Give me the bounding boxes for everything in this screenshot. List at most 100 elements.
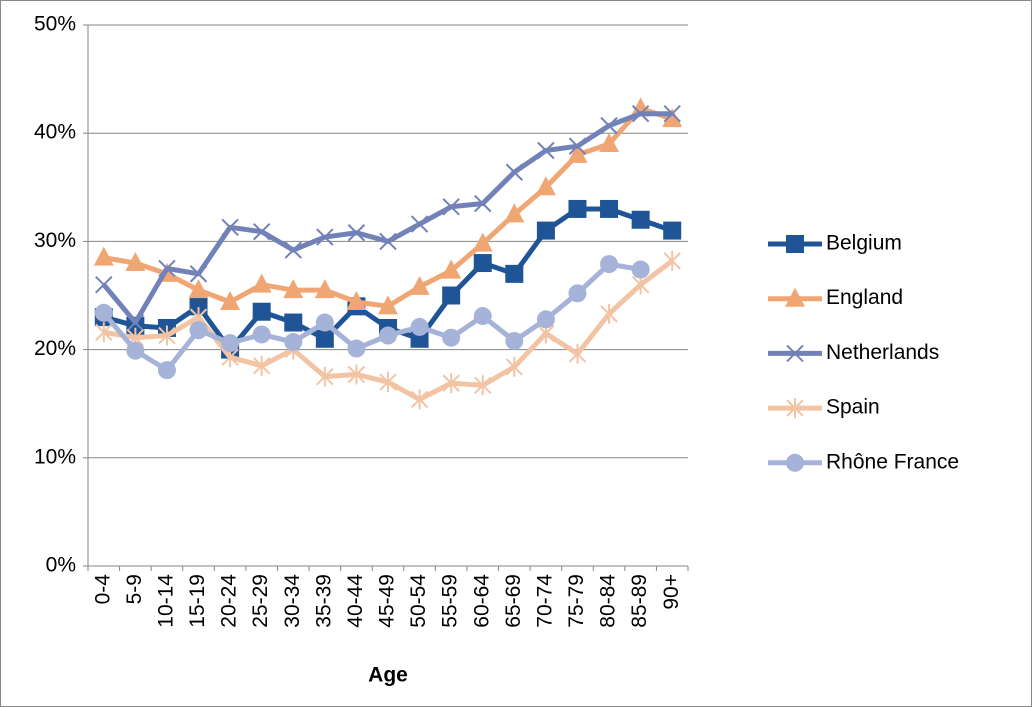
marker (126, 316, 145, 335)
legend-marker (785, 287, 805, 307)
marker (473, 307, 492, 326)
marker (505, 356, 524, 377)
x-axis-title: Age (368, 664, 408, 687)
marker (252, 355, 271, 376)
marker (663, 221, 682, 240)
legend-label: Belgium (826, 232, 902, 255)
marker (221, 218, 239, 237)
x-tick-label: 85-89 (628, 574, 651, 628)
marker (442, 198, 460, 216)
marker (189, 321, 208, 340)
marker (188, 279, 209, 299)
legend-label: England (826, 286, 903, 309)
marker (284, 313, 303, 332)
marker (600, 255, 619, 274)
marker (599, 133, 620, 153)
marker (409, 275, 430, 295)
marker (379, 326, 397, 345)
marker (126, 341, 145, 360)
x-tick-label: 15-19 (186, 574, 209, 628)
x-tick-label: 50-54 (407, 574, 430, 628)
marker (221, 334, 240, 353)
marker (347, 364, 366, 385)
x-tick-label: 45-49 (376, 574, 399, 628)
marker (220, 290, 241, 310)
marker (316, 366, 334, 387)
marker (600, 199, 619, 218)
marker (663, 250, 681, 271)
marker (410, 389, 429, 410)
marker (568, 199, 587, 218)
x-tick-label: 10-14 (154, 574, 177, 628)
legend-marker (786, 453, 804, 472)
legend-marker (786, 344, 804, 363)
marker (568, 284, 587, 303)
x-tick-label: 0-4 (91, 574, 114, 605)
marker (93, 246, 114, 266)
marker (536, 221, 555, 240)
marker (441, 259, 462, 279)
x-tick-label: 65-69 (502, 574, 525, 628)
marker (631, 105, 650, 123)
marker (379, 232, 397, 251)
marker (158, 325, 176, 346)
marker (315, 329, 334, 348)
marker (251, 273, 272, 293)
x-tick-label: 90+ (660, 574, 683, 610)
x-tick-label: 35-39 (312, 574, 335, 628)
marker (663, 105, 681, 123)
marker (536, 310, 555, 329)
marker (631, 210, 650, 229)
marker (284, 241, 302, 259)
legend-label: Spain (826, 396, 880, 419)
x-tick-label: 25-29 (249, 574, 272, 628)
marker (189, 297, 208, 316)
y-tick-label: 30% (34, 229, 76, 252)
y-tick-label: 20% (34, 337, 76, 360)
marker (95, 322, 113, 343)
x-tick-label: 80-84 (597, 574, 620, 628)
marker (442, 328, 461, 347)
marker (314, 279, 335, 299)
x-tick-label: 75-79 (565, 574, 588, 628)
legend-marker (786, 398, 804, 419)
marker (473, 254, 492, 273)
y-tick-label: 0% (46, 554, 76, 577)
marker (472, 232, 493, 252)
marker (283, 279, 304, 299)
marker (347, 339, 366, 358)
marker (600, 303, 618, 324)
y-tick-label: 40% (34, 121, 76, 144)
marker (315, 313, 334, 332)
marker (504, 203, 525, 223)
marker (378, 295, 398, 315)
marker (284, 333, 303, 352)
x-tick-label: 30-34 (281, 574, 304, 628)
marker (568, 137, 587, 155)
marker (316, 228, 334, 246)
marker (662, 108, 683, 128)
marker (252, 222, 271, 241)
x-tick-label: 55-59 (439, 574, 462, 628)
marker (94, 303, 113, 322)
marker (346, 290, 367, 310)
x-tick-label: 60-64 (470, 574, 493, 628)
marker (600, 116, 618, 135)
marker (379, 372, 397, 393)
x-tick-label: 40-44 (344, 574, 367, 628)
legend-label: Rhône France (826, 450, 959, 473)
marker (347, 224, 366, 242)
marker (410, 317, 429, 336)
marker (474, 375, 492, 396)
legend-label: Netherlands (826, 341, 939, 364)
marker (505, 264, 524, 283)
marker (126, 313, 145, 332)
marker (537, 141, 555, 160)
legend-marker (786, 235, 804, 253)
marker (474, 194, 492, 213)
marker (442, 286, 461, 305)
marker (505, 331, 524, 350)
marker (252, 325, 271, 344)
